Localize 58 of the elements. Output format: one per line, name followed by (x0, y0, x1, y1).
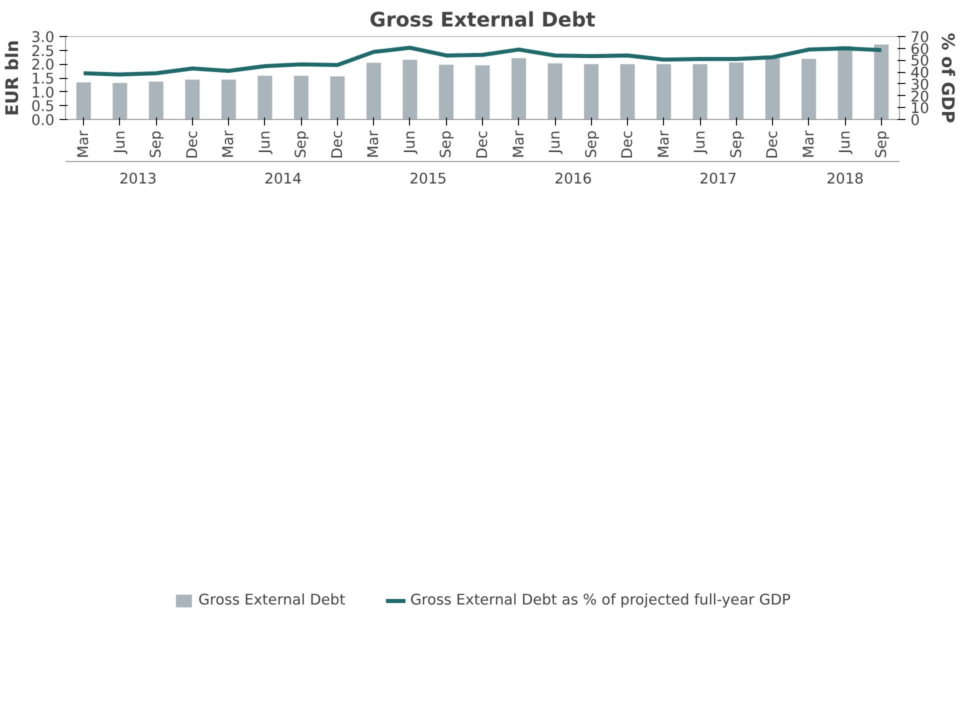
bar (584, 64, 599, 120)
bar (620, 64, 635, 120)
bar (185, 80, 200, 120)
bar (148, 82, 164, 120)
x-tick-label: Mar (365, 130, 382, 158)
chart-title: Gross External Debt (370, 8, 596, 32)
x-tick-label: Mar (800, 130, 818, 158)
x-tick-label: Dec (184, 130, 201, 159)
legend-label: Gross External Debt (198, 592, 346, 609)
bar (512, 58, 526, 120)
x-tick-label: Jun (692, 130, 709, 154)
x-tick-label: Jun (836, 130, 854, 154)
text: 2016 (554, 170, 592, 188)
x-tick-label: Jun (401, 130, 418, 154)
bar (656, 64, 672, 120)
bar (874, 44, 889, 120)
bar (402, 60, 418, 120)
bar (366, 62, 381, 120)
x-tick-label: Jun (546, 130, 564, 154)
text: 2013 (119, 170, 157, 188)
bar (692, 64, 708, 120)
x-tick-label: Jun (256, 130, 274, 154)
bar (438, 64, 454, 120)
text: 2015 (409, 170, 447, 188)
line-series (82, 46, 884, 76)
bar (330, 76, 345, 120)
bar (258, 76, 272, 120)
x-tick-label: Dec (474, 130, 491, 159)
bar (729, 62, 744, 120)
bar (112, 82, 128, 120)
x-tick-label: Sep (292, 130, 310, 158)
x-tick-label: Sep (148, 130, 165, 158)
text: 2014 (264, 170, 302, 188)
bar (76, 82, 91, 120)
bar (294, 76, 308, 120)
bar (548, 63, 562, 120)
legend-label: Gross External Debt as % of projected full-year GDP (410, 592, 791, 609)
x-tick-label: Dec (328, 130, 346, 159)
x-tick-label: Mar (510, 130, 528, 158)
x-tick-label: Dec (619, 130, 636, 159)
bar (802, 58, 816, 120)
x-tick-label: Sep (582, 130, 600, 158)
bar (221, 80, 236, 120)
x-tick-label: Jun (111, 130, 128, 154)
text: 2018 (826, 170, 864, 188)
text: 2017 (700, 170, 737, 188)
x-tick-label: Mar (75, 130, 92, 158)
y2-axis-title: % of GDP (937, 32, 958, 124)
bar (765, 58, 780, 120)
bar (838, 46, 852, 120)
x-tick-label: Sep (438, 130, 455, 158)
bar (475, 65, 490, 120)
x-tick-label: Sep (728, 130, 745, 158)
x-tick-label: Mar (220, 130, 238, 158)
y-axis-title: EUR bln (3, 40, 24, 116)
x-tick-label: Mar (655, 130, 672, 158)
x-tick-label: Sep (872, 130, 890, 158)
x-tick-label: Dec (764, 130, 782, 159)
